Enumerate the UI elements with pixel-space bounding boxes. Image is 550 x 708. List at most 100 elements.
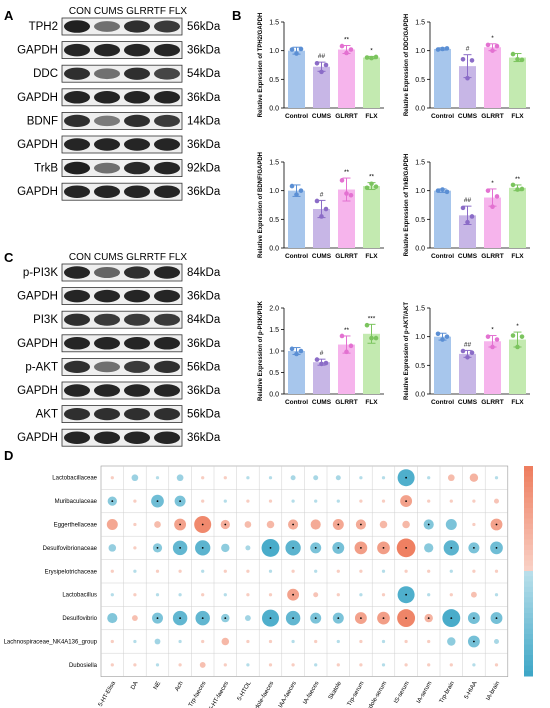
blot-c-band [64,384,90,397]
column-label: 5-HIAA [464,681,479,701]
colorbar-segment [524,534,533,540]
blot-c-band [124,384,150,397]
correlation-dot [427,476,431,480]
significance-dot [450,617,453,619]
y-axis-label: Relative Expression of TrkB/GAPDH [404,154,410,257]
significance-dot [201,547,204,549]
correlation-dot [110,476,114,480]
significance-dot [179,500,182,502]
blot-a-blot-strip [61,17,183,36]
blot-c-blot-strip [61,334,183,353]
blot-a-band [94,68,120,80]
correlation-dot [494,639,499,644]
blot-a-band [154,114,180,127]
significance-dot [405,617,407,619]
data-point [465,219,470,225]
blot-a-band [64,185,90,198]
blot-a-blot-strip [61,159,183,178]
y-tick-label: 1.0 [415,188,425,195]
x-tick-label: CUMS [312,113,332,120]
row-label: Muribaculaceae [55,499,98,505]
blot-c-blot-strip [61,381,183,400]
blot-c-band [64,431,90,444]
blot-c-band [124,313,150,326]
correlation-dot [154,521,161,528]
y-tick-label: 0.5 [269,370,279,377]
blot-a-band [94,138,120,151]
blot-c-group-header: CON CUMS GLRRTF FLX [69,252,187,263]
blot-c-band [94,384,120,397]
correlation-dot [201,593,205,597]
blot-c-band [64,407,90,421]
correlation-dot [291,663,295,667]
blot-a-band [94,115,120,127]
blot-c-band [124,431,150,444]
blot-c-band [124,266,150,279]
blot-a-band [124,138,150,151]
correlation-dot [223,663,227,667]
data-point [515,344,520,350]
significance-label: ** [515,176,521,183]
y-tick-label: 0.5 [269,77,279,84]
colorbar-segment [524,565,533,572]
column-label: Indole-faeces [252,681,275,708]
data-point [323,62,329,68]
data-point [510,333,516,338]
bar [459,353,476,394]
x-tick-label: Control [431,253,454,260]
column-label: NE [153,681,162,691]
correlation-dot [381,499,386,503]
column-label: 5-HT-faeces [208,681,230,708]
data-point [319,214,324,219]
correlation-dot [199,661,206,668]
correlation-dot [336,639,340,644]
column-label: 5-HTOL [237,680,253,702]
colorbar-segment [524,670,533,677]
x-tick-label: GLRRT [481,253,503,260]
y-tick-label: 1.0 [415,334,425,341]
column-label: 5-HT-Elisa [98,680,118,708]
y-tick-label: 1.0 [415,48,425,55]
correlation-dot [404,663,408,667]
colorbar-segment [524,508,533,514]
significance-dot [450,547,453,549]
data-point [460,205,466,211]
data-point [444,46,450,51]
correlation-dot [133,499,137,503]
y-axis-label: Relative Expression of BDNF/GAPDH [258,152,264,258]
significance-label: ** [369,174,375,181]
significance-label: # [466,46,470,53]
data-point [289,183,295,189]
correlation-dot [359,639,363,644]
data-point [469,58,475,63]
western-blot-c: CON CUMS GLRRTF FLX p-PI3K 84kDa GAPDH 36kDa… [17,252,221,447]
correlation-dot [494,569,499,573]
blot-a-kda-label: 14kDa [187,115,221,127]
bar [363,333,380,394]
significance-dot [156,617,159,619]
correlation-dot [379,520,388,529]
data-point [510,182,516,188]
correlation-dot [246,569,250,573]
y-tick-label: 1.5 [415,20,425,27]
row-label: Eggerthellaceae [54,523,98,529]
correlation-dot [201,476,205,480]
blot-c-band [94,313,120,326]
y-tick-label: 2.0 [269,306,279,313]
significance-dot [314,547,317,549]
blot-a-band [64,138,90,151]
data-point [440,46,445,52]
column-label: Trp-serum [347,681,366,708]
column-label: IA-serum [416,681,433,705]
x-tick-label: FLX [365,399,378,406]
data-point [519,57,525,63]
blot-c-band [124,360,150,373]
correlation-dot [291,639,295,644]
column-label: IA-faeces [303,681,321,706]
blot-a-band [94,21,120,32]
data-point [515,56,520,62]
correlation-dot [133,639,137,644]
data-point [465,75,470,81]
blot-a-kda-label: 36kDa [187,92,221,104]
x-tick-label: Control [285,399,308,406]
